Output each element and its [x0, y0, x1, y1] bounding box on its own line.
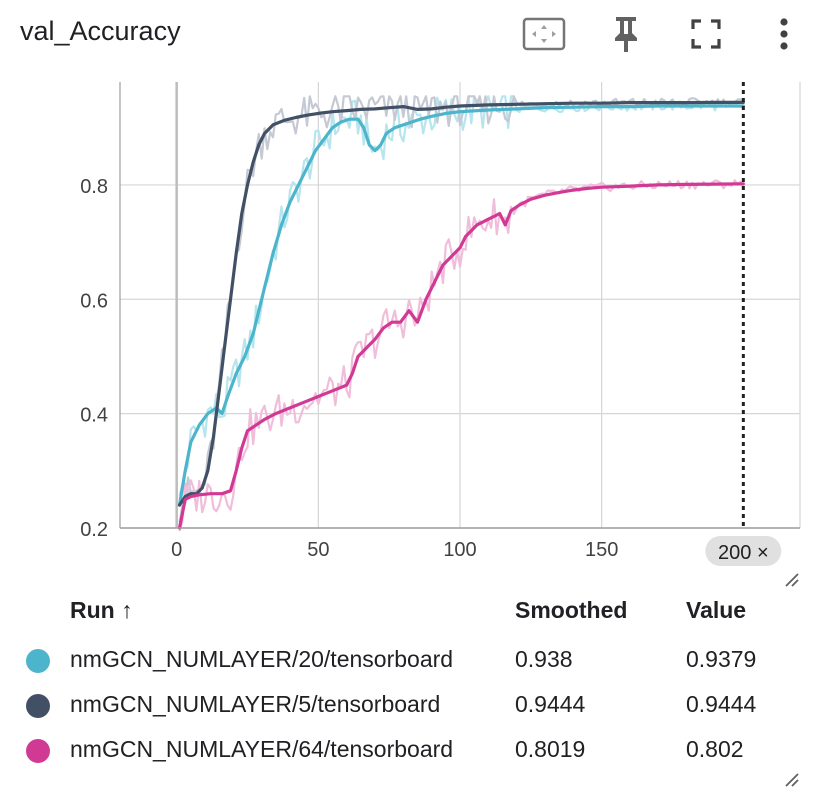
table-row[interactable]: nmGCN_NUMLAYER/64/tensorboard 0.8019 0.8…: [0, 728, 814, 774]
line-chart[interactable]: 0.2 0.4 0.6 0.8 0 50 100 150 200 ×: [0, 70, 814, 580]
raw-value: 0.802: [686, 736, 744, 762]
pin-button[interactable]: [604, 12, 648, 56]
run-color-swatch[interactable]: [26, 649, 50, 673]
y-tick-label: 0.4: [80, 405, 108, 427]
more-vert-icon: [780, 18, 788, 50]
fullscreen-button[interactable]: [684, 12, 728, 56]
value-column-header: Value: [686, 597, 747, 623]
run-name: nmGCN_NUMLAYER/64/tensorboard: [70, 736, 454, 762]
raw-value: 0.9379: [686, 646, 757, 672]
run-column-header[interactable]: Run ↑: [70, 597, 133, 623]
y-tick-label: 0.6: [80, 290, 108, 312]
y-tick-label: 0.2: [80, 519, 108, 541]
x-tick-label: 50: [307, 539, 329, 561]
smoothed-series-line: [177, 104, 745, 507]
x-tick-label: 0: [171, 539, 182, 561]
smoothed-series-line: [177, 100, 745, 507]
smoothed-column-header: Smoothed: [515, 597, 628, 623]
pin-icon: [615, 17, 637, 52]
raw-value: 0.9444: [686, 691, 757, 717]
table-resize-handle[interactable]: [784, 772, 800, 788]
run-color-swatch[interactable]: [26, 739, 50, 763]
raw-series-line: [178, 179, 745, 532]
y-tick-label: 0.8: [80, 176, 108, 198]
chart-resize-handle[interactable]: [784, 572, 800, 588]
run-name: nmGCN_NUMLAYER/20/tensorboard: [70, 646, 454, 672]
chart-title: val_Accuracy: [20, 16, 181, 46]
x-tick-label: 100: [443, 539, 476, 561]
table-row[interactable]: nmGCN_NUMLAYER/5/tensorboard 0.9444 0.94…: [0, 683, 814, 729]
table-row[interactable]: nmGCN_NUMLAYER/20/tensorboard 0.938 0.93…: [0, 638, 814, 684]
smoothed-value: 0.938: [515, 646, 573, 672]
fit-to-domain-icon: [522, 17, 566, 51]
x-tick-label: 150: [585, 539, 618, 561]
smoothed-series-line: [177, 182, 745, 530]
more-options-button[interactable]: [762, 12, 806, 56]
raw-series-line: [178, 95, 744, 523]
run-color-swatch[interactable]: [26, 694, 50, 718]
smoothed-value: 0.9444: [515, 691, 586, 717]
smoothed-value: 0.8019: [515, 736, 586, 762]
hover-step-chip-bg: [705, 536, 782, 566]
hover-step-chip[interactable]: 200 ×: [705, 536, 782, 566]
hover-step-label: 200 ×: [718, 542, 769, 564]
fit-to-domain-button[interactable]: [522, 12, 566, 56]
fullscreen-icon: [691, 19, 721, 49]
run-name: nmGCN_NUMLAYER/5/tensorboard: [70, 691, 441, 717]
